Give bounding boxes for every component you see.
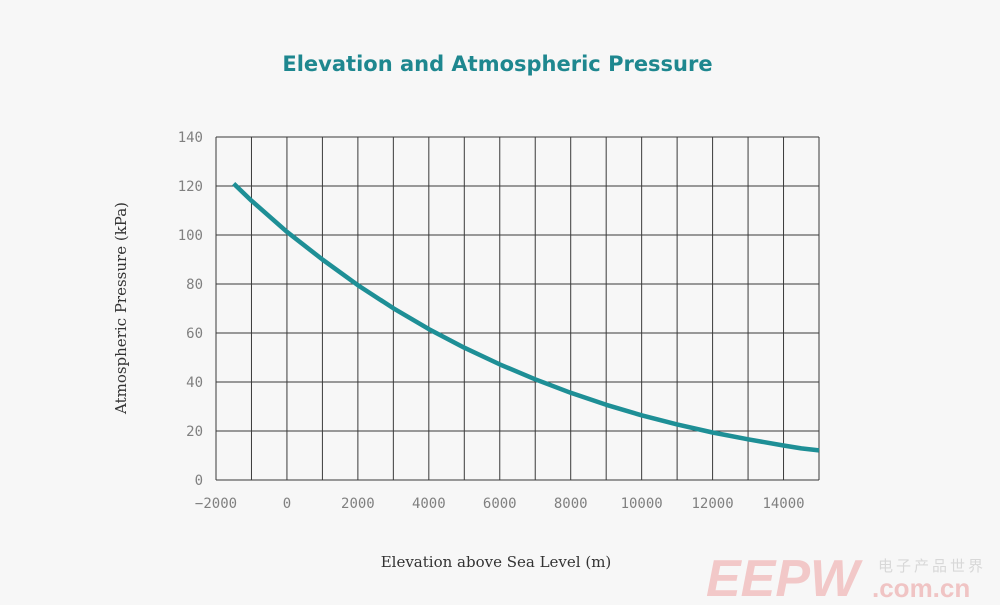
x-tick-label: 0 bbox=[283, 496, 291, 512]
y-tick-label: 60 bbox=[186, 326, 203, 342]
y-tick-label: 100 bbox=[178, 228, 203, 244]
y-tick-label: 0 bbox=[195, 473, 203, 489]
x-tick-label: 12000 bbox=[692, 496, 734, 512]
x-tick-labels: −2000 0 2000 4000 6000 8000 10000 12000 14000 bbox=[195, 496, 805, 512]
grid bbox=[215, 136, 820, 481]
watermark-chinese: 电子产品世界 bbox=[878, 557, 986, 575]
x-axis-label: Elevation above Sea Level (m) bbox=[381, 553, 612, 571]
y-tick-label: 20 bbox=[186, 424, 203, 440]
series bbox=[232, 181, 820, 453]
chart-title: Elevation and Atmospheric Pressure bbox=[282, 52, 713, 76]
y-tick-label: 140 bbox=[178, 130, 203, 146]
x-tick-label: 14000 bbox=[762, 496, 804, 512]
x-tick-label: 8000 bbox=[554, 496, 588, 512]
series-line-pressure bbox=[232, 181, 820, 453]
x-tick-label: 6000 bbox=[483, 496, 517, 512]
x-tick-label: −2000 bbox=[195, 496, 237, 512]
x-tick-label: 4000 bbox=[412, 496, 446, 512]
y-tick-label: 120 bbox=[178, 179, 203, 195]
watermark: EEPW 电子产品世界 .com.cn bbox=[706, 550, 986, 605]
y-axis-label: Atmospheric Pressure (kPa) bbox=[112, 202, 130, 415]
watermark-url: .com.cn bbox=[872, 573, 970, 603]
watermark-logo: EEPW bbox=[706, 550, 863, 605]
x-tick-label: 10000 bbox=[621, 496, 663, 512]
y-tick-labels: 0 20 40 60 80 100 120 140 bbox=[178, 130, 203, 489]
x-tick-label: 2000 bbox=[341, 496, 375, 512]
y-tick-label: 40 bbox=[186, 375, 203, 391]
y-tick-label: 80 bbox=[186, 277, 203, 293]
